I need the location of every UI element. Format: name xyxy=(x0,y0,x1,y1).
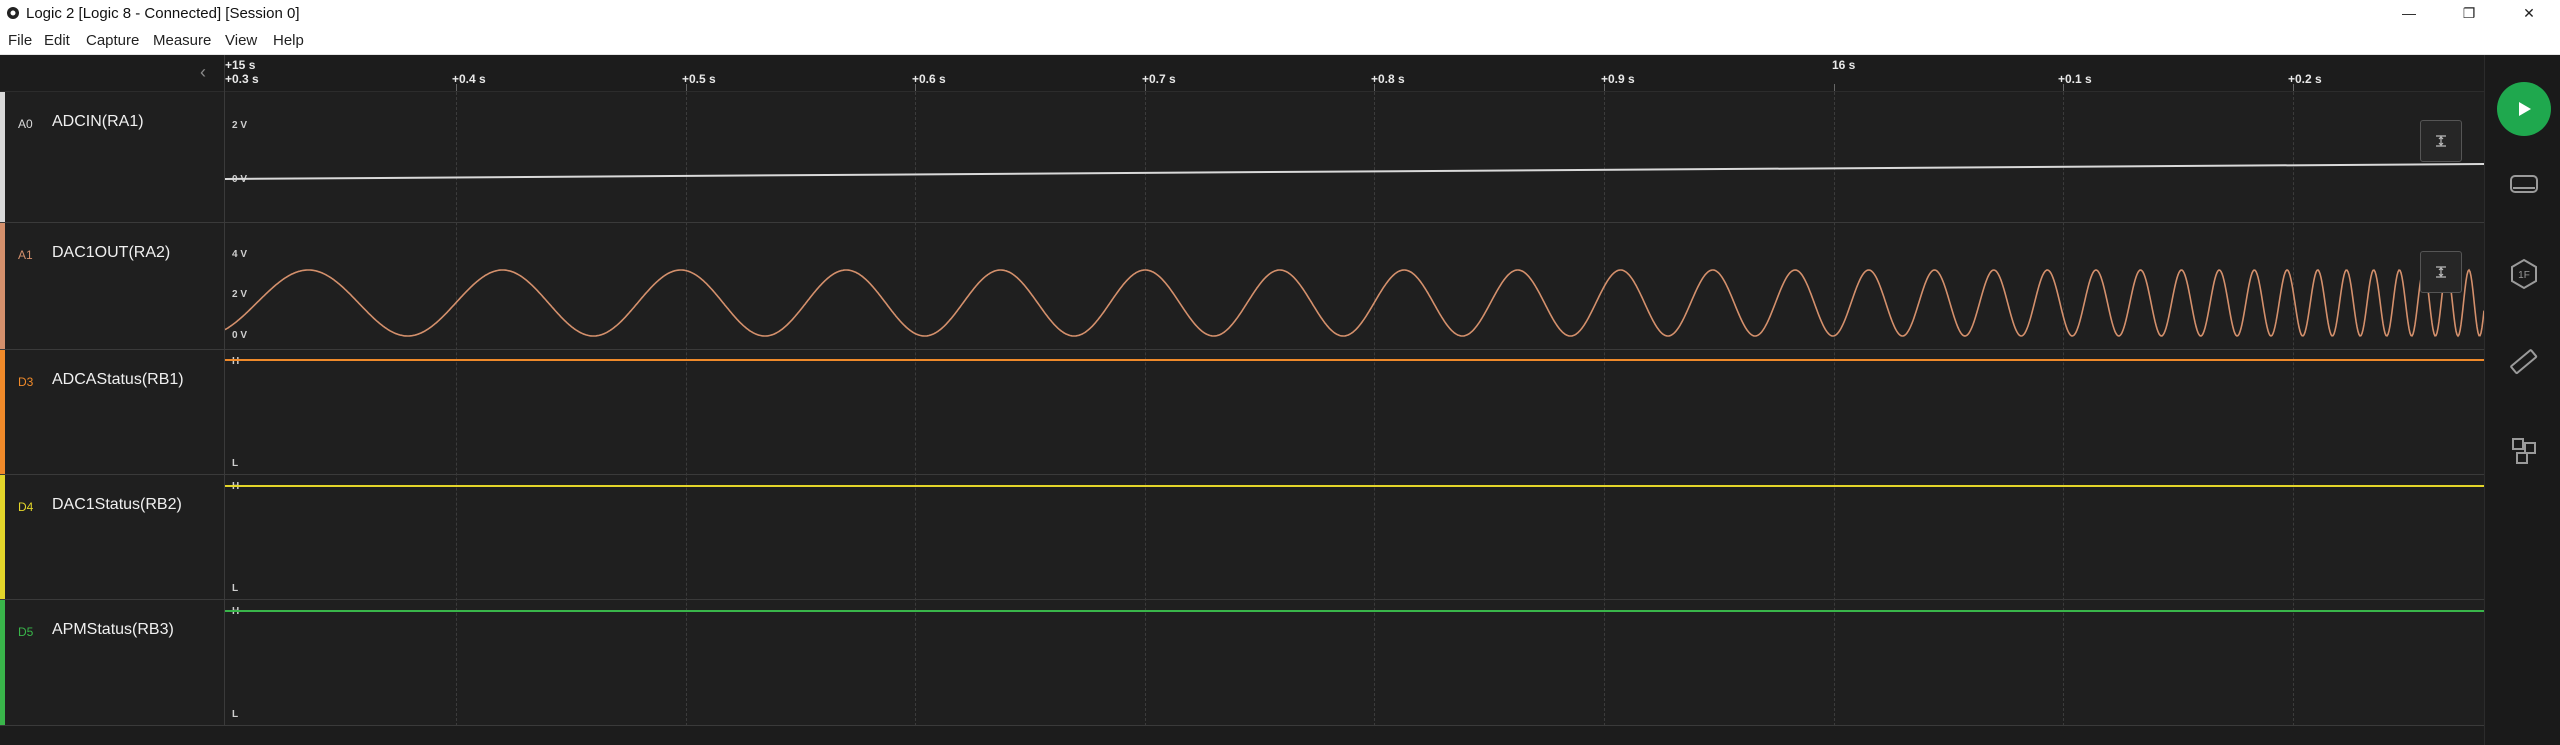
app-logo-icon xyxy=(7,7,19,19)
tick-label: +0.8 s xyxy=(1371,72,1405,86)
svg-text:1F: 1F xyxy=(2518,270,2530,281)
rail-label: 2 V xyxy=(232,289,248,300)
channel-row-a1[interactable]: A1 DAC1OUT(RA2) xyxy=(0,223,2484,350)
label-panel-divider xyxy=(224,55,225,745)
menu-capture[interactable]: Capture xyxy=(86,32,140,49)
menu-measure[interactable]: Measure xyxy=(153,32,212,49)
rail-label: 4 V xyxy=(232,249,248,260)
tick-mark xyxy=(1834,84,1835,91)
major-time-label: +15 s xyxy=(225,58,256,72)
channel-id: D5 xyxy=(18,625,34,639)
maximize-icon: ❐ xyxy=(2462,4,2476,21)
channel-color-strip xyxy=(0,223,5,349)
autoscale-icon xyxy=(2436,135,2446,147)
minimize-button[interactable]: — xyxy=(2380,0,2438,26)
channel-id: A0 xyxy=(18,117,33,131)
channel-name: ADCAStatus(RB1) xyxy=(52,371,184,388)
channel-id: D3 xyxy=(18,375,34,389)
rail-label: L xyxy=(232,458,239,469)
channel-color-strip xyxy=(0,600,5,725)
channel-color-strip xyxy=(0,92,5,222)
tick-label: +0.3 s xyxy=(225,72,259,86)
time-gridline xyxy=(1374,92,1376,726)
menu-view[interactable]: View xyxy=(225,32,258,49)
menu-file[interactable]: File xyxy=(8,32,33,49)
channel-row-a0[interactable]: A0 ADCIN(RA1) xyxy=(0,92,2484,223)
time-gridline xyxy=(2063,92,2065,726)
tick-label: +0.5 s xyxy=(682,72,716,86)
adcin-waveform xyxy=(225,163,2484,180)
extensions-button[interactable]: 1F xyxy=(2507,257,2541,291)
window-title: Logic 2 [Logic 8 - Connected] [Session 0… xyxy=(26,5,300,22)
channel-id: D4 xyxy=(18,500,34,514)
time-gridline xyxy=(686,92,688,726)
title-bar: Logic 2 [Logic 8 - Connected] [Session 0… xyxy=(0,0,2560,26)
extensions-icon: 1F xyxy=(2511,258,2537,290)
menu-edit[interactable]: Edit xyxy=(44,32,70,49)
dac1out-waveform xyxy=(225,268,2484,338)
rail-label: L xyxy=(232,709,239,720)
time-gridline xyxy=(1834,92,1836,726)
autoscale-icon xyxy=(2436,266,2446,278)
autoscale-button[interactable] xyxy=(2420,251,2462,293)
right-sidebar: 1F xyxy=(2484,55,2560,745)
tick-mark xyxy=(2293,84,2294,91)
tick-label: +0.1 s xyxy=(2058,72,2092,86)
close-icon: ✕ xyxy=(2523,4,2535,21)
time-gridline xyxy=(2293,92,2295,726)
tick-mark xyxy=(915,84,916,91)
time-ruler[interactable]: +15 s 16 s +0.3 s +0.4 s +0.5 s +0.6 s +… xyxy=(0,55,2484,92)
rail-label: 0 V xyxy=(232,330,248,341)
channel-color-strip xyxy=(0,350,5,474)
time-gridline xyxy=(915,92,917,726)
channel-name: APMStatus(RB3) xyxy=(52,621,174,638)
layout-icon xyxy=(2512,438,2536,464)
tick-mark xyxy=(456,84,457,91)
channel-list: A0 ADCIN(RA1) A1 DAC1OUT(RA2) D3 ADCASta… xyxy=(0,92,2484,745)
bottom-scroll-area[interactable] xyxy=(0,726,2484,745)
major-time-label: 16 s xyxy=(1832,58,1856,72)
maximize-button[interactable]: ❐ xyxy=(2440,0,2498,26)
channel-name: DAC1Status(RB2) xyxy=(52,496,182,513)
measure-ruler-icon xyxy=(2510,349,2538,375)
analyzers-button[interactable] xyxy=(2507,168,2541,202)
menu-help[interactable]: Help xyxy=(273,32,304,49)
channel-row-d4[interactable]: D4 DAC1Status(RB2) xyxy=(0,475,2484,600)
time-gridline xyxy=(456,92,458,726)
tick-label: +0.6 s xyxy=(912,72,946,86)
time-gridline xyxy=(1145,92,1147,726)
channel-id: A1 xyxy=(18,248,33,262)
tick-label: +0.7 s xyxy=(1142,72,1176,86)
start-capture-button[interactable] xyxy=(2497,82,2551,136)
play-icon xyxy=(2519,102,2531,116)
tick-mark xyxy=(1604,84,1605,91)
tick-label: +0.2 s xyxy=(2288,72,2322,86)
channel-row-d5[interactable]: D5 APMStatus(RB3) xyxy=(0,600,2484,726)
autoscale-button[interactable] xyxy=(2420,120,2462,162)
channel-name: DAC1OUT(RA2) xyxy=(52,244,171,261)
rail-label: 2 V xyxy=(232,120,248,131)
close-button[interactable]: ✕ xyxy=(2500,0,2558,26)
tick-mark xyxy=(686,84,687,91)
rail-label: H xyxy=(232,356,240,367)
analyzers-icon xyxy=(2510,175,2538,193)
menu-bar: File Edit Capture Measure View Help xyxy=(0,26,2560,55)
rail-label: L xyxy=(232,583,239,594)
measure-button[interactable] xyxy=(2507,345,2541,379)
channel-color-strip xyxy=(0,475,5,599)
time-gridline xyxy=(1604,92,1606,726)
tick-label: +0.4 s xyxy=(452,72,486,86)
tick-label: +0.9 s xyxy=(1601,72,1635,86)
tick-mark xyxy=(2063,84,2064,91)
channel-row-d3[interactable]: D3 ADCAStatus(RB1) xyxy=(0,350,2484,475)
collapse-panel-chevron-icon[interactable]: ‹ xyxy=(200,62,206,82)
tick-mark xyxy=(1374,84,1375,91)
channel-name: ADCIN(RA1) xyxy=(52,113,144,130)
minimize-icon: — xyxy=(2402,5,2416,21)
layout-button[interactable] xyxy=(2507,433,2541,467)
tick-mark xyxy=(1145,84,1146,91)
waveform-area[interactable] xyxy=(225,92,2484,745)
